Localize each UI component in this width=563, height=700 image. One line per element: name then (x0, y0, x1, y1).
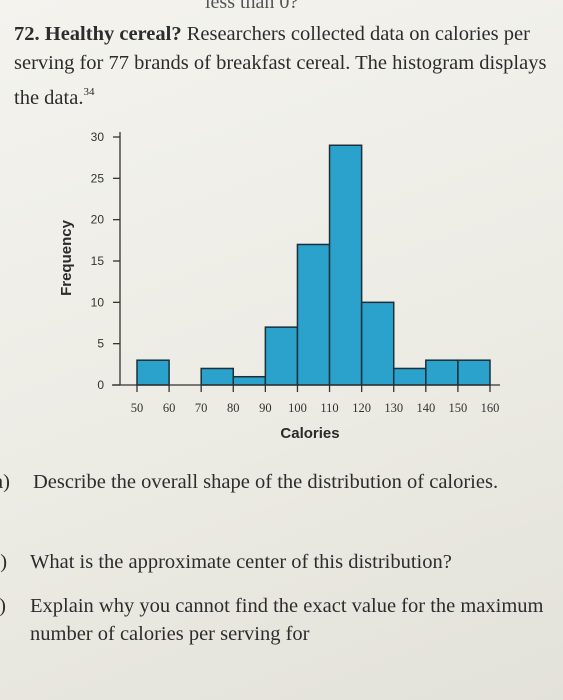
x-tick-label: 100 (288, 401, 307, 415)
question-text: Describe the overall shape of the distri… (33, 471, 499, 493)
y-tick-label: 30 (91, 130, 105, 144)
question-text: Explain why you cannot find the exact va… (30, 595, 544, 645)
x-tick-label: 60 (163, 401, 176, 415)
question-label: b) (0, 551, 8, 573)
y-tick-label: 5 (97, 337, 104, 351)
histogram-bar (392, 367, 427, 386)
y-tick-label: 25 (91, 171, 105, 185)
y-axis-label: Frequency (58, 219, 75, 296)
y-tick-label: 20 (91, 213, 105, 227)
problem-statement: 72. Healthy cereal? Researchers collecte… (14, 20, 554, 113)
histogram-bar (328, 144, 363, 386)
x-tick-label: 90 (259, 401, 272, 415)
x-tick-label: 160 (481, 401, 500, 415)
question-text: What is the approximate center of this d… (30, 551, 452, 573)
histogram-bar (232, 375, 267, 386)
previous-question-fragment: less than 0? (205, 0, 299, 13)
y-tick-label: 10 (91, 295, 105, 309)
axes: 0 5 10 15 20 25 30 50 60 70 80 90 100 110 120 130 140 150… (91, 130, 500, 415)
x-tick-label: 140 (416, 401, 435, 415)
y-tick-label: 0 (97, 378, 104, 392)
x-tick-label: 80 (227, 401, 240, 415)
problem-text: Researchers collected data on calories p… (14, 23, 547, 109)
x-tick-label: 150 (449, 401, 468, 415)
bars (136, 144, 491, 386)
question-label: c) (0, 592, 6, 620)
x-tick-label: 110 (320, 401, 338, 415)
question-label: a) (0, 471, 10, 493)
histogram-bar (360, 301, 395, 386)
histogram-bar (457, 359, 491, 386)
x-tick-label: 120 (352, 401, 371, 415)
x-axis-label: Calories (280, 425, 339, 442)
footnote-marker: 34 (83, 86, 95, 98)
histogram-bar (136, 359, 170, 386)
histogram-bar (425, 359, 459, 386)
problem-number: 72. (14, 23, 40, 45)
y-tick-label: 15 (91, 254, 105, 268)
histogram-bar (264, 326, 299, 386)
histogram-bar (296, 243, 331, 386)
histogram-bar (200, 367, 235, 386)
x-tick-label: 50 (131, 401, 144, 415)
x-tick-label: 70 (195, 401, 208, 415)
x-tick-label: 130 (384, 401, 403, 415)
problem-title: Healthy cereal? (44, 23, 182, 45)
